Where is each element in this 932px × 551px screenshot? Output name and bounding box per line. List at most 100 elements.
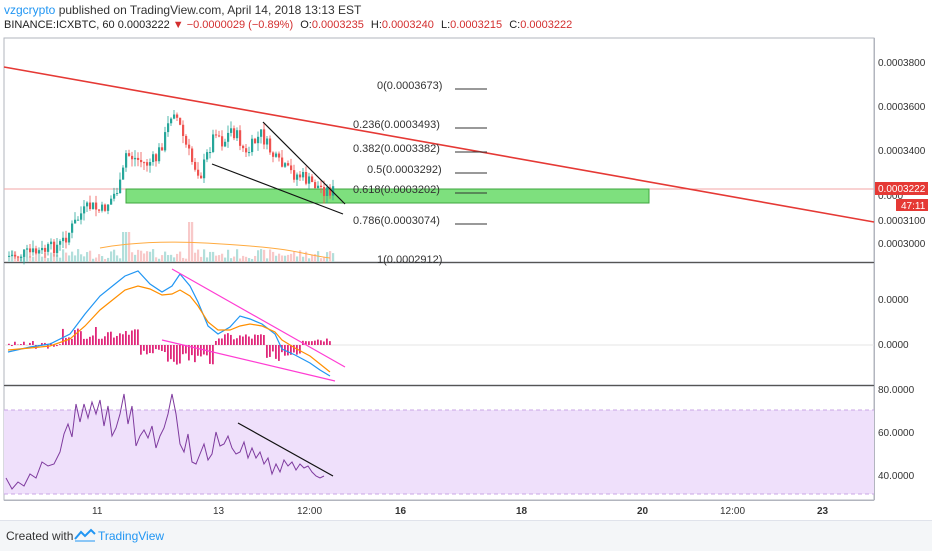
candle-body xyxy=(23,250,25,257)
candle-body xyxy=(83,206,85,213)
volume-bar xyxy=(179,252,181,262)
macd-axis[interactable]: 0.0000 0.0000 xyxy=(878,295,909,351)
histogram-bar xyxy=(107,332,109,345)
author-link[interactable]: vzgcrypto xyxy=(4,3,55,17)
histogram-bar xyxy=(299,345,301,354)
publish-info: published on TradingView.com, April 14, … xyxy=(55,3,361,17)
volume-bar xyxy=(134,255,136,262)
candle-body xyxy=(125,153,127,167)
volume-bar xyxy=(233,257,235,262)
histogram-bar xyxy=(113,338,115,345)
volume-bar xyxy=(155,257,157,262)
candle-body xyxy=(323,187,325,196)
fib-level-label: 0.236(0.0003493) xyxy=(353,119,440,131)
histogram-bar xyxy=(209,345,211,364)
histogram-bar xyxy=(197,345,199,356)
chart-svg[interactable]: 0(0.0003673) 0.236(0.0003493) 0.382(0.00… xyxy=(0,34,932,520)
candle-body xyxy=(269,139,271,153)
chart-area[interactable]: 0(0.0003673) 0.236(0.0003493) 0.382(0.00… xyxy=(0,34,932,520)
candle-body xyxy=(320,186,322,187)
volume-bar xyxy=(239,258,241,262)
candle-body xyxy=(35,248,37,253)
close-value: 0.0003222 xyxy=(520,19,572,31)
volume-bar xyxy=(110,251,112,262)
histogram-bar xyxy=(101,339,103,345)
symbol-label[interactable]: BINANCE:ICXBTC, 60 xyxy=(4,19,115,31)
volume-bar xyxy=(269,250,271,262)
histogram-bar xyxy=(248,337,250,345)
histogram-bar xyxy=(128,335,130,345)
histogram-bar xyxy=(266,345,268,358)
candle-body xyxy=(236,130,238,138)
tradingview-brand-link[interactable]: TradingView xyxy=(98,529,164,543)
candle-body xyxy=(17,257,19,258)
histogram-bar xyxy=(116,336,118,345)
volume-bar xyxy=(86,252,88,262)
volume-bar xyxy=(296,256,298,262)
candle-body xyxy=(71,224,73,233)
histogram-bar xyxy=(89,337,91,345)
candle-body xyxy=(218,135,220,136)
volume-bar xyxy=(332,253,334,262)
candle-body xyxy=(248,152,250,153)
volume-bar xyxy=(65,253,67,262)
candle-body xyxy=(110,199,112,205)
histogram-bar xyxy=(131,330,133,345)
histogram-bar xyxy=(230,335,232,345)
histogram-bar xyxy=(170,345,172,359)
histogram-bar xyxy=(263,335,265,345)
volume-bar xyxy=(152,249,154,262)
histogram-bar xyxy=(59,344,61,345)
candle-body xyxy=(143,162,145,163)
volume-bar xyxy=(125,232,127,262)
volume-bar xyxy=(104,259,106,262)
volume-bar xyxy=(308,258,310,262)
volume-bar xyxy=(116,255,118,262)
tradingview-logo-icon[interactable] xyxy=(74,527,96,548)
time-tick: 11 xyxy=(92,506,103,517)
macd-pane[interactable] xyxy=(4,263,874,385)
price-axis[interactable]: 0.0003800 0.0003600 0.0003400 0.000 0.00… xyxy=(875,58,928,250)
histogram-bar xyxy=(224,334,226,345)
histogram-bar xyxy=(311,341,313,345)
volume-bar xyxy=(119,258,121,262)
candle-body xyxy=(92,203,94,209)
candle-body xyxy=(299,175,301,178)
volume-bar xyxy=(74,255,76,262)
candle-body xyxy=(290,165,292,170)
volume-bar xyxy=(278,254,280,262)
candle-body xyxy=(173,115,175,119)
volume-bar xyxy=(287,255,289,262)
histogram-bar xyxy=(137,329,139,345)
candle-body xyxy=(20,257,22,258)
volume-bar xyxy=(122,232,124,262)
macd-histogram xyxy=(8,327,331,365)
candle-body xyxy=(245,148,247,152)
candle-body xyxy=(107,205,109,211)
histogram-bar xyxy=(215,341,217,345)
candle-body xyxy=(212,134,214,152)
volume-bar xyxy=(71,252,73,262)
volume-bar xyxy=(173,257,175,262)
candle-body xyxy=(77,220,79,221)
low-value: 0.0003215 xyxy=(450,19,502,31)
candle-body xyxy=(239,130,241,146)
fib-levels[interactable]: 0(0.0003673) 0.236(0.0003493) 0.382(0.00… xyxy=(353,80,487,266)
volume-bar xyxy=(212,252,214,262)
time-axis[interactable]: 11 13 12:00 16 18 20 12:00 23 xyxy=(92,506,829,517)
volume-bar xyxy=(185,259,187,262)
candle-body xyxy=(98,210,100,211)
volume-bar xyxy=(194,253,196,262)
fib-level-label: 0.5(0.0003292) xyxy=(367,164,442,176)
candle-body xyxy=(326,187,328,196)
histogram-bar xyxy=(140,345,142,355)
candle-body xyxy=(152,154,154,162)
volume-bar xyxy=(275,256,277,262)
histogram-bar xyxy=(167,345,169,362)
price-tick: 0.0003600 xyxy=(878,102,926,113)
candles[interactable] xyxy=(8,110,334,264)
volume-bar xyxy=(215,256,217,262)
volume-bar xyxy=(254,256,256,262)
histogram-bar xyxy=(92,335,94,345)
rsi-axis[interactable]: 80.0000 60.0000 40.0000 xyxy=(878,385,915,482)
